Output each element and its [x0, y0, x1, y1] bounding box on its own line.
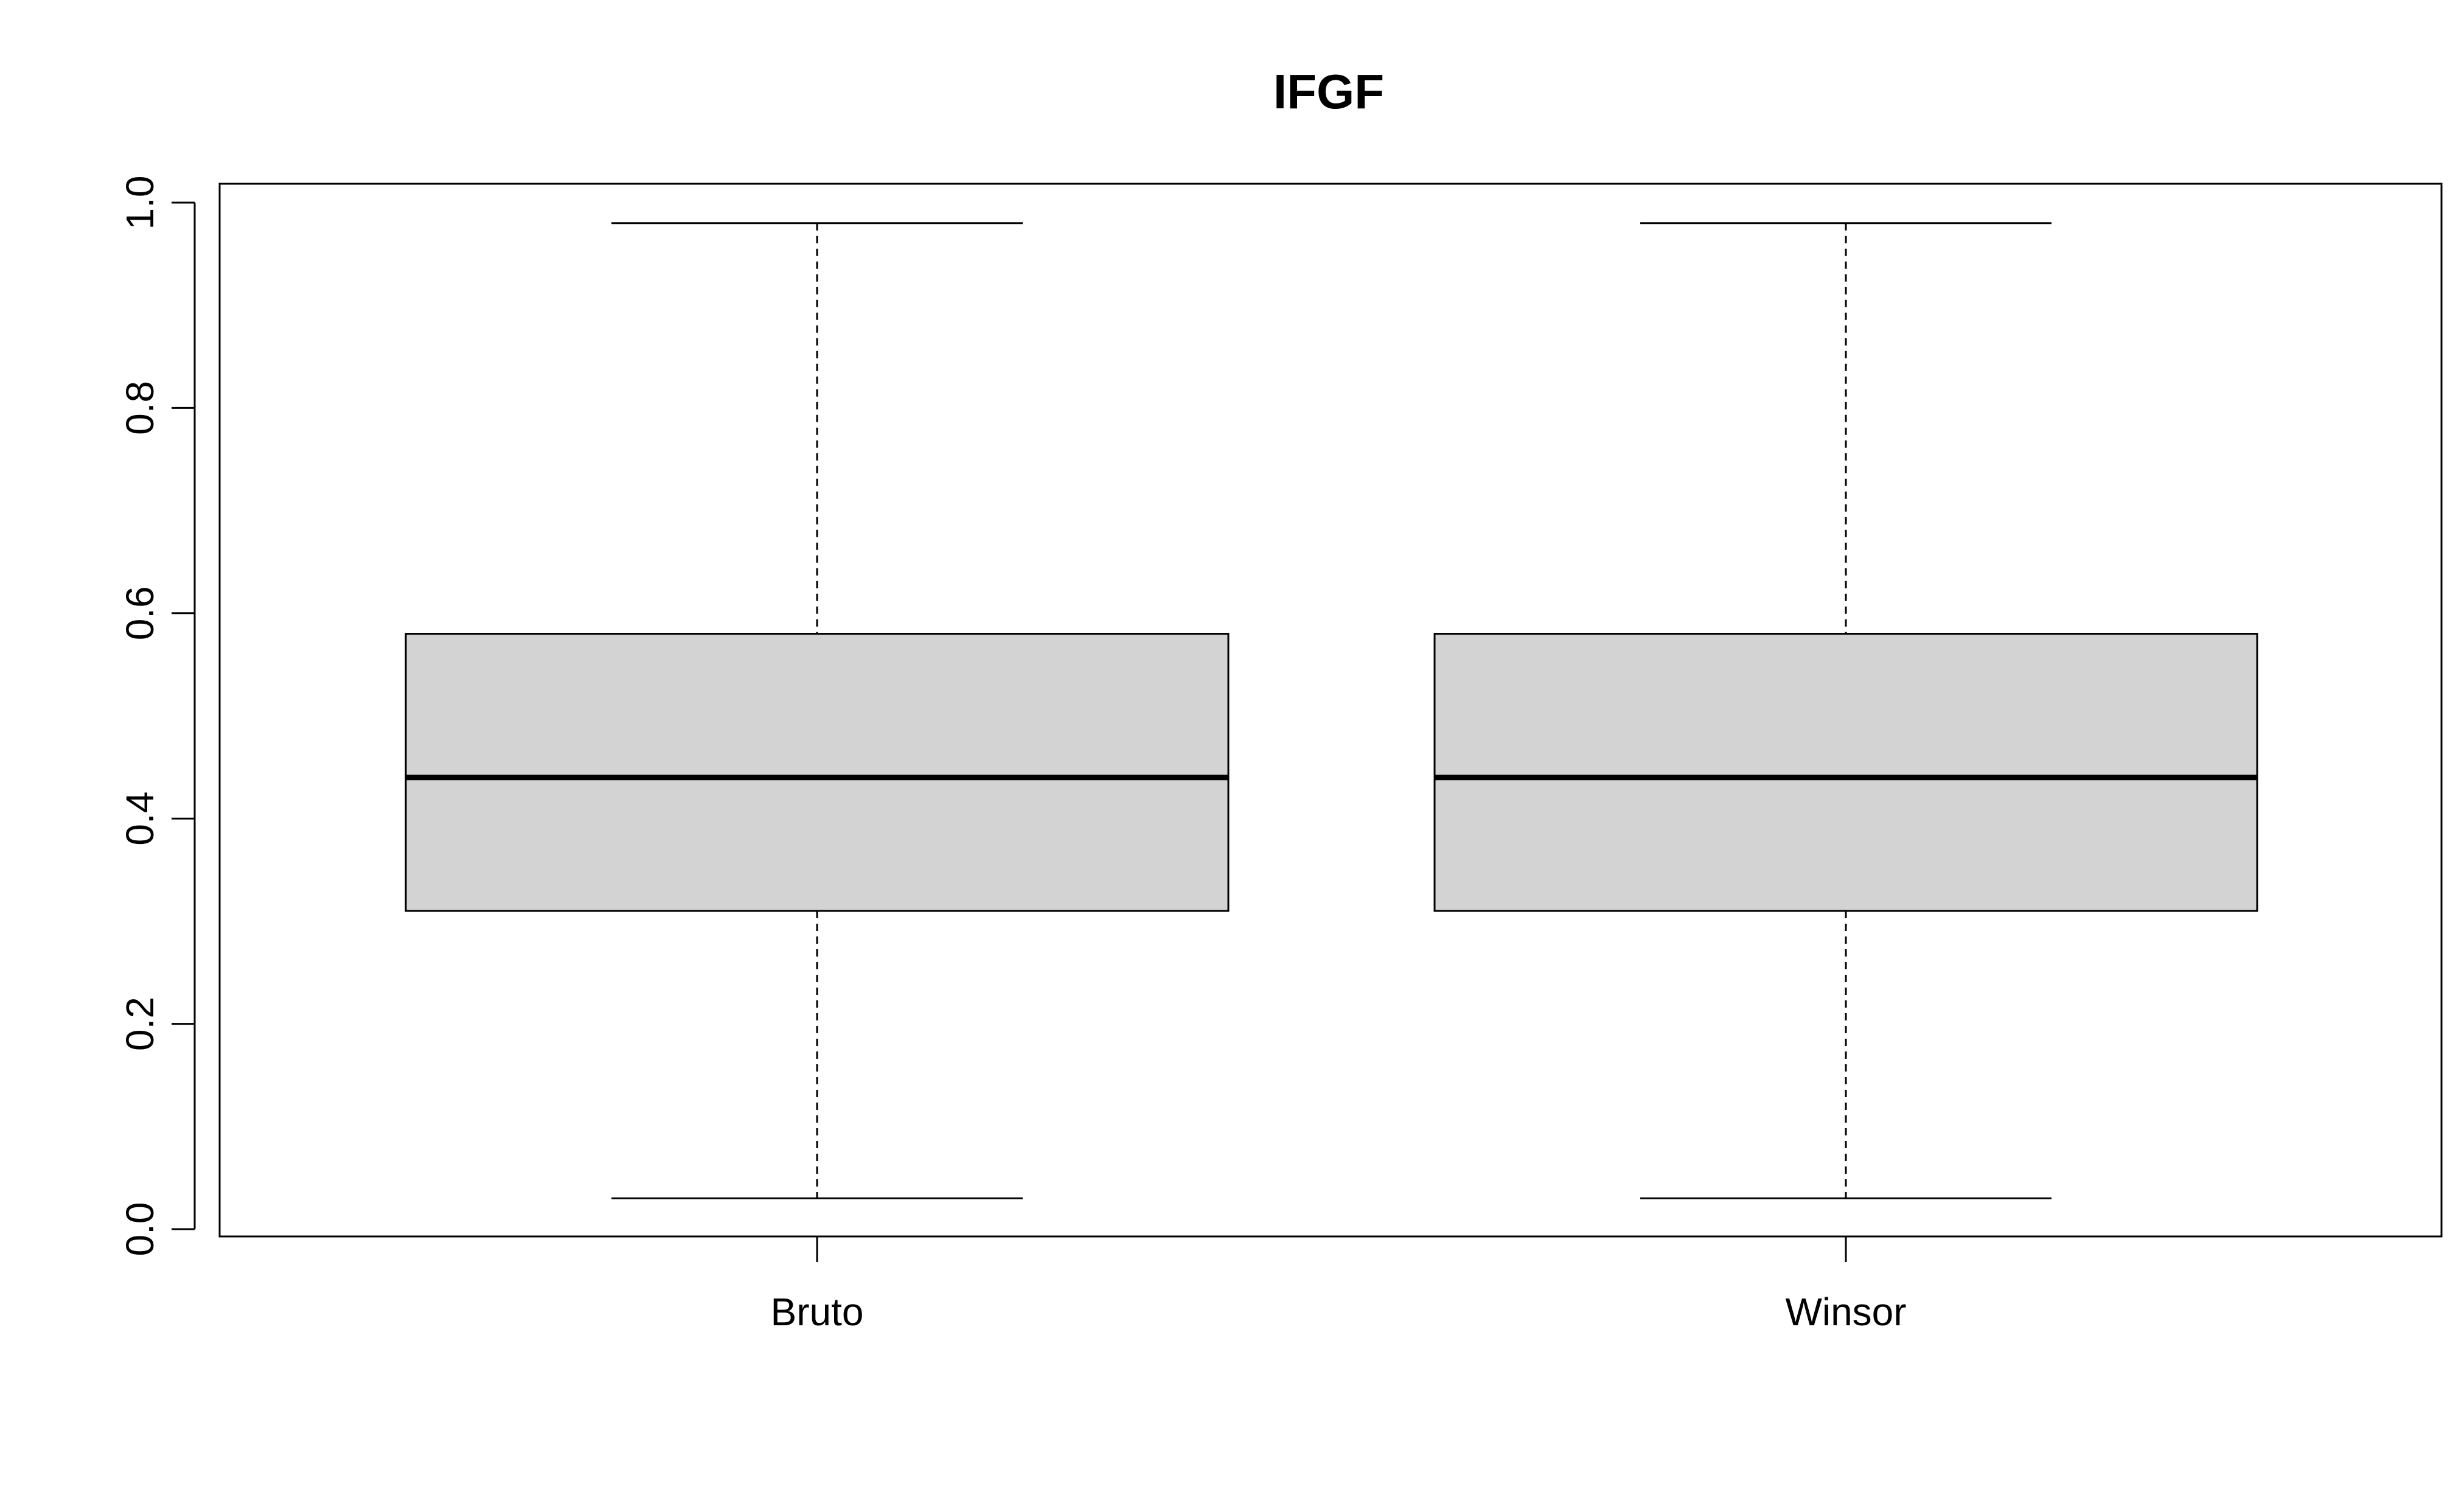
y-tick-label: 0.4	[118, 792, 162, 846]
x-axis: Bruto Winsor	[771, 1236, 1907, 1334]
y-axis: 0.0 0.2 0.4 0.6 0.8 1.0	[118, 176, 196, 1257]
y-tick-label: 0.6	[118, 586, 162, 640]
plot-frame	[218, 183, 2443, 1238]
iqr-box	[405, 633, 1230, 912]
y-tick-label: 1.0	[118, 176, 162, 230]
boxes-group	[405, 222, 2258, 1199]
box-winsor	[1433, 222, 2258, 1199]
y-tick-label: 0.2	[118, 997, 162, 1051]
x-tick-label: Bruto	[771, 1290, 864, 1334]
y-tick-label: 0.0	[118, 1202, 162, 1257]
x-tick-label: Winsor	[1785, 1290, 1906, 1334]
chart-title: IFGF	[1273, 64, 1384, 119]
iqr-box	[1433, 633, 2258, 912]
y-tick-label: 0.8	[118, 381, 162, 435]
box-bruto	[405, 222, 1230, 1199]
